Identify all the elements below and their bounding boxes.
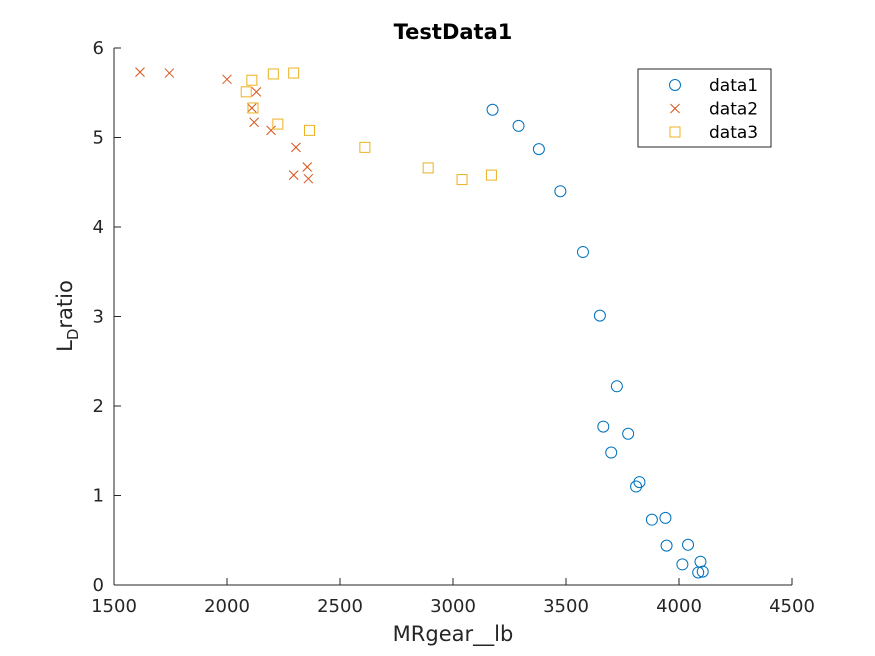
data-point-data1 — [605, 446, 618, 459]
legend-marker-data2 — [670, 103, 680, 114]
data-point-data3 — [422, 162, 434, 174]
y-tick-label: 6 — [93, 38, 104, 59]
data-point-data3 — [456, 174, 468, 186]
legend-box — [637, 68, 772, 148]
data-point-data3 — [288, 67, 300, 79]
y-tick-label: 4 — [93, 217, 104, 238]
legend-label-data2: data2 — [709, 100, 758, 120]
data-point-data1 — [676, 558, 689, 571]
legend: data1 data2 data3 — [637, 68, 772, 148]
data-point-data3 — [359, 141, 371, 153]
data-point-data1 — [532, 143, 545, 156]
x-tick-label: 1500 — [91, 596, 137, 617]
data-point-data3 — [303, 124, 315, 136]
legend-item-data2: data2 — [670, 100, 758, 120]
data-point-data3 — [246, 74, 258, 86]
data-point-data1 — [512, 119, 525, 132]
y-tick-label: 5 — [93, 128, 104, 149]
data-point-data1 — [576, 246, 589, 259]
y-tick-label: 3 — [93, 307, 104, 328]
data-point-data2 — [222, 74, 232, 85]
legend-item-data3: data3 — [669, 123, 758, 143]
data-point-data1 — [554, 185, 567, 198]
x-tick-label: 4000 — [656, 596, 702, 617]
x-axis-label: MRgear__lb — [393, 622, 514, 647]
data-point-data2 — [288, 170, 299, 180]
data-point-data2 — [266, 125, 276, 136]
data-marks — [135, 67, 709, 579]
data-point-data1 — [593, 309, 606, 322]
y-tick-label: 0 — [93, 575, 104, 596]
x-tick-label: 3000 — [430, 596, 476, 617]
legend-marker-data1 — [669, 79, 681, 91]
data-point-data3 — [240, 86, 252, 98]
data-point-data1 — [682, 538, 695, 551]
series-data3 — [240, 67, 497, 186]
data-point-data1 — [630, 480, 643, 493]
data-point-data1 — [696, 565, 709, 578]
legend-label-data1: data1 — [709, 76, 758, 96]
x-tick-label: 3500 — [543, 596, 589, 617]
y-axis-label-subscript: D — [64, 329, 82, 341]
data-point-data2 — [164, 68, 175, 78]
data-point-data2 — [303, 173, 314, 184]
y-tick-label: 2 — [93, 396, 104, 417]
legend-label-data3: data3 — [709, 123, 758, 143]
x-tick-label: 4500 — [769, 596, 815, 617]
data-point-data1 — [694, 555, 707, 568]
data-point-data3 — [247, 102, 259, 114]
chart-title: TestData1 — [394, 20, 513, 44]
data-point-data1 — [645, 513, 658, 526]
y-axis-label-main: L — [53, 340, 77, 352]
data-point-data2 — [251, 87, 262, 97]
series-data2 — [135, 67, 314, 184]
data-point-data2 — [247, 103, 257, 113]
legend-item-data1: data1 — [669, 76, 758, 96]
y-axis-label: LDratio — [53, 280, 82, 352]
data-point-data1 — [660, 539, 673, 552]
data-point-data2 — [302, 162, 313, 172]
y-tick-label: 1 — [93, 486, 104, 507]
legend-marker-data3 — [669, 126, 681, 138]
data-point-data2 — [249, 117, 259, 128]
data-point-data1 — [633, 476, 646, 489]
data-point-data1 — [610, 380, 623, 393]
legend-entries: data1 data2 data3 — [669, 76, 758, 143]
y-ticks: 0 1 2 3 4 5 6 — [93, 38, 121, 596]
data-point-data1 — [486, 103, 499, 116]
x-tick-label: 2000 — [204, 596, 250, 617]
x-tick-label: 2500 — [317, 596, 363, 617]
data-point-data3 — [485, 169, 497, 181]
data-point-data3 — [272, 118, 284, 130]
data-point-data3 — [267, 68, 279, 80]
data-point-data1 — [597, 420, 610, 433]
data-point-data2 — [291, 142, 301, 153]
data-point-data1 — [622, 427, 635, 440]
data-point-data2 — [135, 67, 145, 78]
series-data1 — [486, 103, 709, 579]
x-ticks: 1500 2000 2500 3000 3500 4000 4500 — [91, 578, 815, 617]
data-point-data1 — [659, 511, 672, 524]
y-axis-label-tail: ratio — [53, 280, 77, 328]
